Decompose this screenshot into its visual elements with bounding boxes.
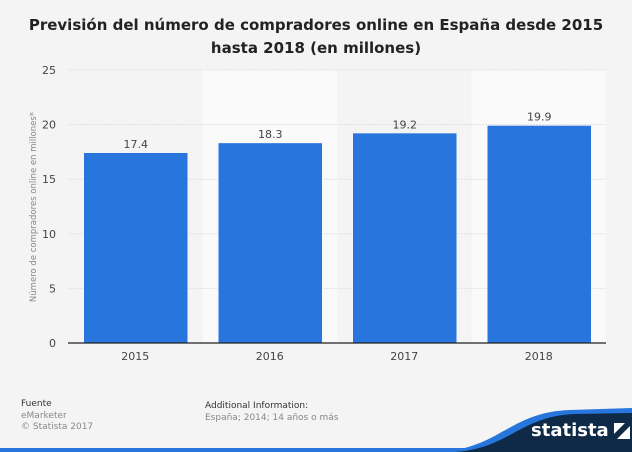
x-tick-label: 2017 xyxy=(390,350,418,363)
x-tick-label: 2018 xyxy=(525,350,553,363)
info-text: España; 2014; 14 años o más xyxy=(205,413,339,423)
bar xyxy=(353,133,457,343)
bar xyxy=(487,125,591,343)
statista-logo-icon xyxy=(613,422,630,439)
source-link[interactable]: eMarketer xyxy=(21,411,67,421)
data-label: 19.9 xyxy=(527,111,552,124)
y-tick-label: 15 xyxy=(42,173,56,186)
data-label: 19.2 xyxy=(393,118,418,131)
chart-title: Previsión del número de compradores onli… xyxy=(28,16,604,57)
x-tick-label: 2015 xyxy=(121,350,149,363)
info-heading: Additional Information: xyxy=(205,401,309,411)
y-tick-label: 25 xyxy=(42,64,56,77)
y-tick-label: 10 xyxy=(42,228,56,241)
copyright: © Statista 2017 xyxy=(21,422,94,432)
bar xyxy=(84,152,188,343)
y-tick-label: 0 xyxy=(49,337,56,350)
brand-name: statista xyxy=(531,420,609,441)
y-tick-label: 20 xyxy=(42,119,56,132)
bar xyxy=(218,143,322,343)
data-label: 18.3 xyxy=(258,128,283,141)
y-axis-label: Número de compradores online en millones… xyxy=(29,112,39,302)
data-label: 17.4 xyxy=(124,138,149,151)
y-tick-label: 5 xyxy=(49,282,56,295)
source-heading: Fuente xyxy=(21,399,52,409)
x-tick-label: 2016 xyxy=(256,350,284,363)
statista-logo[interactable]: statista xyxy=(531,420,630,441)
